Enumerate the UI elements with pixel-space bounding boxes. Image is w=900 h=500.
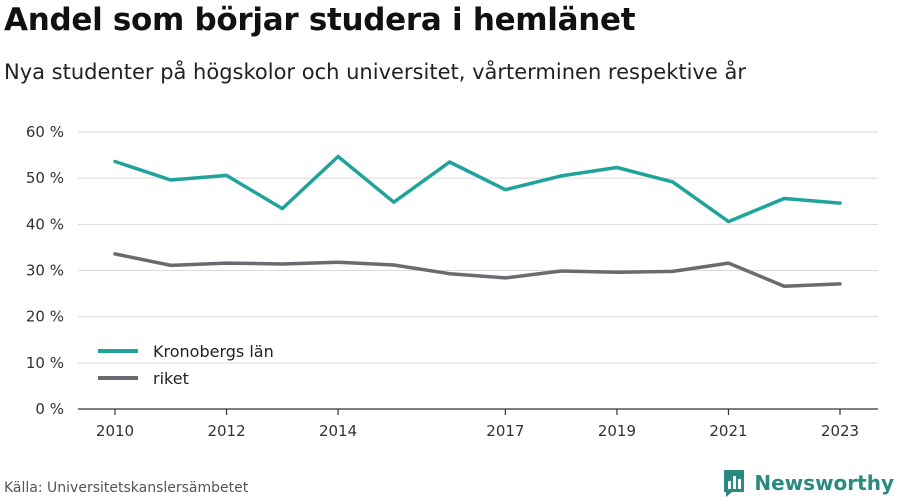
- series-line: [113, 154, 842, 224]
- x-tick-label: 2014: [319, 422, 357, 440]
- x-tick-label: 2023: [821, 422, 859, 440]
- x-tick-label: 2021: [709, 422, 747, 440]
- axes: 0 % 10 % 20 % 30 % 40 % 50 % 60 % 2010 2012 2014 2…: [26, 123, 878, 440]
- series-lines: [113, 154, 842, 288]
- x-tick-label: 2019: [598, 422, 636, 440]
- y-tick-label: 50 %: [26, 169, 64, 187]
- x-tick-label: 2012: [207, 422, 245, 440]
- y-tick-label: 0 %: [35, 400, 64, 418]
- chart-title: Andel som börjar studera i hemlänet: [4, 2, 636, 38]
- legend-label: Kronobergs län: [153, 342, 274, 361]
- line-chart: 0 % 10 % 20 % 30 % 40 % 50 % 60 % 2010 2012 2014 2…: [26, 123, 878, 440]
- series-line: [113, 252, 842, 288]
- legend: Kronobergs län riket: [98, 342, 274, 388]
- brand-logo: Newsworthy: [722, 468, 894, 498]
- gridlines: [78, 131, 878, 364]
- y-tick-label: 20 %: [26, 308, 64, 326]
- chart-subtitle: Nya studenter på högskolor och universit…: [4, 60, 746, 84]
- x-tick-label: 2010: [96, 422, 134, 440]
- x-tick-label: 2017: [486, 422, 524, 440]
- y-tick-label: 30 %: [26, 262, 64, 280]
- y-tick-label: 40 %: [26, 215, 64, 233]
- newsworthy-bar-chart-icon: [724, 470, 745, 497]
- source-note: Källa: Universitetskanslersämbetet: [4, 480, 249, 496]
- y-tick-label: 10 %: [26, 354, 64, 372]
- brand-name: Newsworthy: [754, 471, 894, 495]
- legend-label: riket: [153, 369, 189, 388]
- y-tick-label: 60 %: [26, 123, 64, 141]
